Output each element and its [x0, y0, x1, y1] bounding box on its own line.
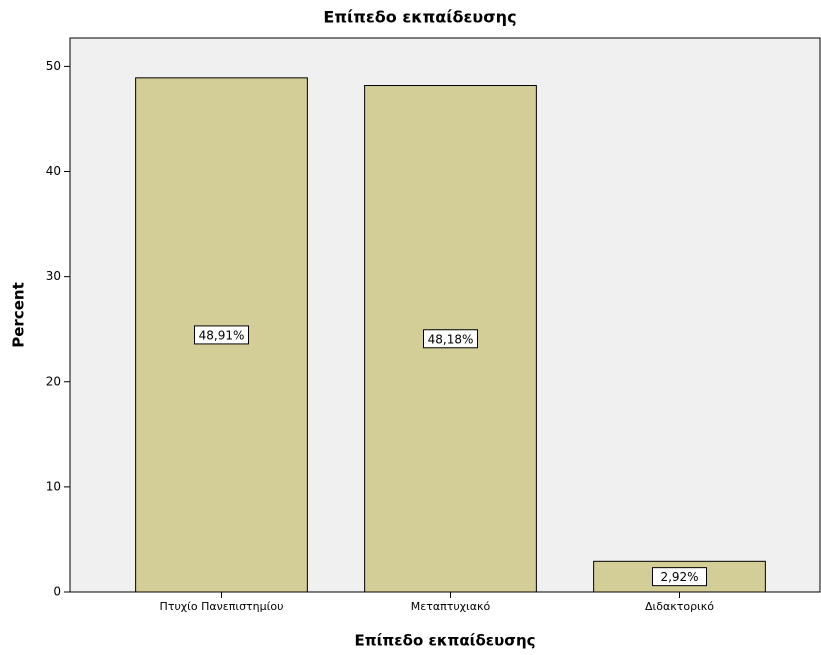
y-tick-label: 20 — [46, 374, 61, 388]
x-tick-label: Πτυχίο Πανεπιστημίου — [160, 600, 284, 613]
y-tick-label: 10 — [46, 479, 61, 493]
value-label: 48,18% — [428, 332, 474, 346]
value-label-box — [652, 567, 707, 587]
x-axis-title: Επίπεδο εκπαίδευσης — [354, 632, 535, 650]
x-tick-label: Μεταπτυχιακό — [411, 600, 491, 613]
y-tick-label: 30 — [46, 269, 61, 283]
value-label: 48,91% — [199, 328, 245, 342]
value-label: 2,92% — [660, 570, 698, 584]
chart-title: Επίπεδο εκπαίδευσης — [323, 8, 516, 27]
y-axis-title: Percent — [10, 282, 28, 347]
value-label-box — [423, 329, 478, 349]
y-tick-label: 50 — [46, 59, 61, 73]
value-label-box — [194, 325, 249, 345]
x-tick-label: Διδακτορικό — [645, 600, 714, 613]
y-tick-label: 0 — [53, 585, 61, 599]
y-tick-label: 40 — [46, 164, 61, 178]
